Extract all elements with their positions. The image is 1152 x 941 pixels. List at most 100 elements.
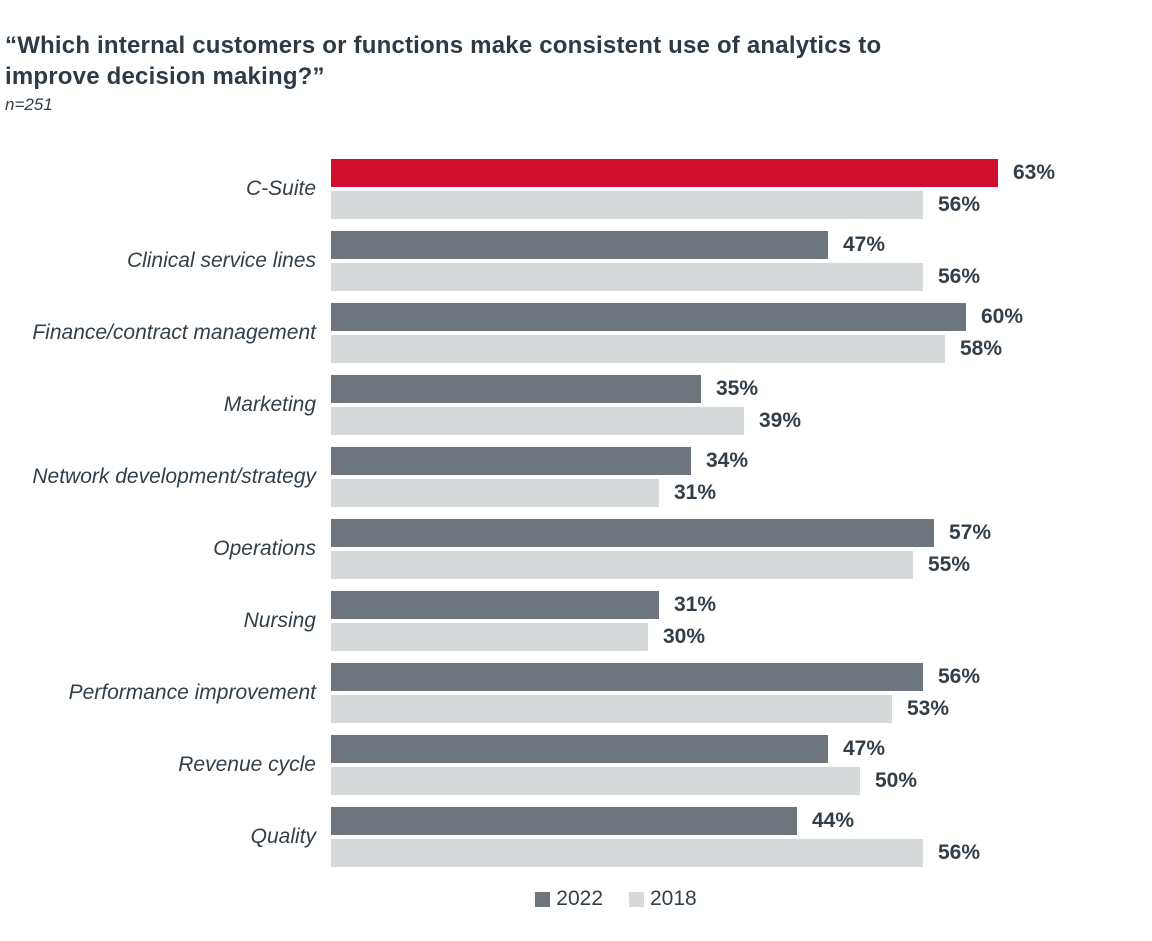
bar-group: 57% 55% <box>331 519 991 579</box>
bar-group: 56% 53% <box>331 663 980 723</box>
bar-2022 <box>331 663 923 691</box>
bar-group: 47% 50% <box>331 735 917 795</box>
bar-2018 <box>331 335 945 363</box>
category-label: Nursing <box>243 609 316 632</box>
value-label-2022: 44% <box>812 809 855 832</box>
value-label-2018: 53% <box>907 697 950 720</box>
bar-group: 60% 58% <box>331 303 1023 363</box>
bar-2018 <box>331 767 860 795</box>
bar-group: 34% 31% <box>331 447 748 507</box>
value-label-2018: 50% <box>875 769 918 792</box>
value-label-2018: 55% <box>928 553 971 576</box>
bar-line-2018: 39% <box>331 407 801 435</box>
value-label-2022: 47% <box>843 737 886 760</box>
bar-line-2018: 58% <box>331 335 1023 363</box>
bar-line-2022: 31% <box>331 591 716 619</box>
value-label-2018: 58% <box>960 337 1003 360</box>
chart-row: Finance/contract management 60% 58% <box>0 303 1152 363</box>
bar-2018 <box>331 695 892 723</box>
chart-title: “Which internal customers or functions m… <box>5 32 882 90</box>
chart-row: Revenue cycle 47% 50% <box>0 735 1152 795</box>
bar-2018 <box>331 551 913 579</box>
value-label-2022: 34% <box>706 449 749 472</box>
value-label-2022: 47% <box>843 233 886 256</box>
chart-row: Operations 57% 55% <box>0 519 1152 579</box>
bar-2022 <box>331 303 966 331</box>
bar-line-2018: 53% <box>331 695 980 723</box>
bar-group: 44% 56% <box>331 807 980 867</box>
bar-line-2022: 63% <box>331 159 1055 187</box>
bar-group: 31% 30% <box>331 591 716 651</box>
bar-2022 <box>331 375 701 403</box>
bar-2022 <box>331 519 934 547</box>
category-label: Network development/strategy <box>32 465 316 488</box>
value-label-2018: 30% <box>663 625 706 648</box>
chart-row: C-Suite 63% 56% <box>0 159 1152 219</box>
bar-2022 <box>331 159 998 187</box>
category-label: Clinical service lines <box>126 249 316 272</box>
category-label: Performance improvement <box>68 681 316 704</box>
bar-2022 <box>331 447 691 475</box>
sample-size-note: n=251 <box>5 95 53 114</box>
legend-swatch <box>535 891 551 907</box>
legend-swatch <box>629 891 644 907</box>
bar-line-2022: 57% <box>331 519 991 547</box>
value-label-2018: 31% <box>674 481 717 504</box>
legend-label: 2018 <box>650 887 697 910</box>
chart-row: Quality 44% 56% <box>0 807 1152 867</box>
bar-line-2018: 56% <box>331 263 980 291</box>
bar-2022 <box>331 735 828 763</box>
category-label: C-Suite <box>245 177 316 200</box>
chart-row: Clinical service lines 47% 56% <box>0 231 1152 291</box>
value-label-2022: 57% <box>949 521 992 544</box>
legend-item: 2018 <box>629 887 697 911</box>
bar-line-2018: 56% <box>331 839 980 867</box>
bar-group: 63% 56% <box>331 159 1055 219</box>
chart-header: “Which internal customers or functions m… <box>0 0 1152 115</box>
bar-line-2022: 47% <box>331 231 980 259</box>
value-label-2022: 35% <box>716 377 759 400</box>
value-label-2018: 56% <box>938 841 981 864</box>
value-label-2022: 63% <box>1013 161 1056 184</box>
bar-line-2018: 31% <box>331 479 748 507</box>
bar-line-2022: 35% <box>331 375 801 403</box>
bar-line-2018: 50% <box>331 767 917 795</box>
legend-item: 2022 <box>535 887 603 911</box>
bar-group: 35% 39% <box>331 375 801 435</box>
bar-line-2022: 60% <box>331 303 1023 331</box>
value-label-2022: 60% <box>981 305 1024 328</box>
bar-line-2018: 55% <box>331 551 991 579</box>
bar-2022 <box>331 591 659 619</box>
category-label: Marketing <box>223 393 316 416</box>
category-label: Revenue cycle <box>178 753 316 776</box>
bar-line-2022: 56% <box>331 663 980 691</box>
legend-label: 2022 <box>556 887 603 910</box>
bar-line-2018: 56% <box>331 191 1055 219</box>
value-label-2018: 39% <box>759 409 802 432</box>
bar-2018 <box>331 191 923 219</box>
bar-line-2018: 30% <box>331 623 716 651</box>
bar-line-2022: 44% <box>331 807 980 835</box>
chart-row: Performance improvement 56% 53% <box>0 663 1152 723</box>
bar-line-2022: 47% <box>331 735 917 763</box>
bar-2022 <box>331 231 828 259</box>
bar-chart: C-Suite 63% 56% Clinical service lines 4… <box>0 159 1152 867</box>
value-label-2022: 56% <box>938 665 981 688</box>
chart-row: Nursing 31% 30% <box>0 591 1152 651</box>
category-label: Operations <box>213 537 316 560</box>
chart-row: Marketing 35% 39% <box>0 375 1152 435</box>
bar-2018 <box>331 407 744 435</box>
chart-legend: 2022 2018 <box>40 887 1152 911</box>
category-label: Finance/contract management <box>32 321 316 344</box>
chart-row: Network development/strategy 34% 31% <box>0 447 1152 507</box>
bar-2022 <box>331 807 797 835</box>
value-label-2018: 56% <box>938 265 981 288</box>
bar-2018 <box>331 839 923 867</box>
bar-2018 <box>331 479 659 507</box>
category-label: Quality <box>250 825 316 848</box>
bar-line-2022: 34% <box>331 447 748 475</box>
value-label-2018: 56% <box>938 193 981 216</box>
bar-2018 <box>331 623 648 651</box>
bar-group: 47% 56% <box>331 231 980 291</box>
